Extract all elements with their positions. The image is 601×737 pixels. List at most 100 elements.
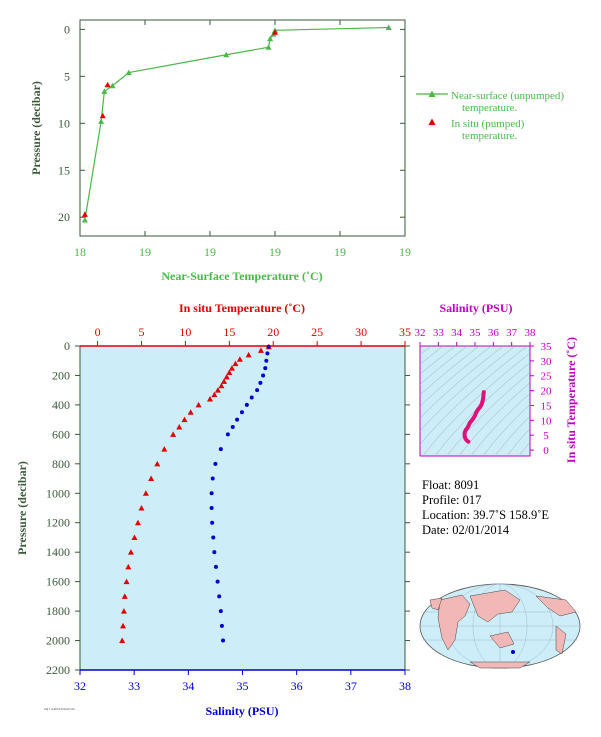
- temperature-point: [176, 424, 183, 430]
- ts-y-tick-label: 35: [541, 341, 553, 353]
- top-plot-frame: [79, 19, 406, 237]
- legend-in-situ-label-2: temperature.: [462, 130, 518, 142]
- in-situ-point: [99, 112, 106, 119]
- profile-left-tick-label: 600: [52, 427, 70, 441]
- top-y-tick-label: 5: [64, 69, 70, 83]
- profile-left-tick-label: 1400: [46, 545, 70, 559]
- salinity-point: [266, 344, 271, 349]
- ts-y-tick-label: 0: [543, 445, 549, 457]
- profile-left-tick-label: 1000: [46, 486, 70, 500]
- salinity-point: [218, 447, 223, 452]
- legend-in-situ-label: In situ (pumped): [451, 118, 525, 130]
- ts-density-contour: [422, 352, 530, 456]
- ts-density-contours: [420, 346, 530, 456]
- ts-density-contour: [482, 403, 530, 456]
- top-x-axis-ticks: 18 19 19 19 19 19: [74, 20, 411, 259]
- ts-series-layer: [462, 390, 486, 444]
- ts-plot-area: [419, 345, 531, 457]
- profile-left-tick-label: 2200: [46, 663, 70, 677]
- salinity-point: [255, 388, 260, 393]
- temperature-point: [123, 578, 130, 585]
- salinity-point: [213, 564, 218, 569]
- salinity-point: [263, 366, 268, 371]
- profile-left-tick-label: 400: [52, 398, 70, 412]
- profile-top-tick-label: 5: [138, 325, 144, 339]
- temperature-point: [120, 622, 127, 629]
- top-x-tick-label: 19: [334, 245, 346, 259]
- temperature-point: [195, 401, 202, 408]
- temperature-point: [211, 391, 218, 398]
- salinity-point: [239, 410, 244, 415]
- top-y-axis-label: Pressure (decibar): [29, 81, 43, 175]
- temperature-point: [119, 637, 126, 644]
- footer-tag: ZQ 7-4-2014 2014-07-04: [44, 707, 75, 711]
- ts-density-contour: [420, 346, 492, 407]
- salinity-point: [210, 476, 215, 481]
- legend-near-surface-label: Near-surface (unpumped): [451, 90, 564, 102]
- profile-top-tick-label: 0: [95, 325, 101, 339]
- ts-x-tick-label: 34: [451, 327, 463, 339]
- salinity-point: [235, 417, 240, 422]
- temperature-point: [142, 490, 149, 496]
- profile-top-axis-ticks: 0 5 10 15 20 25 30 35: [95, 325, 411, 346]
- ts-density-contour: [420, 346, 504, 419]
- ts-density-contour: [494, 415, 530, 456]
- world-map: [419, 583, 581, 669]
- float-location-marker: [511, 650, 515, 654]
- ts-y-tick-label: 10: [541, 415, 553, 427]
- profile-top-tick-label: 30: [355, 325, 367, 339]
- temperature-point: [187, 409, 194, 415]
- temperature-point: [154, 460, 161, 467]
- top-x-axis-label: Near-Surface Temperature (˚C): [161, 269, 322, 283]
- legend-near-surface-label-2: temperature.: [462, 102, 518, 114]
- top-y-tick-label: 10: [58, 116, 70, 130]
- salinity-point: [209, 491, 214, 496]
- profile-left-tick-label: 1600: [46, 575, 70, 589]
- temperature-point: [214, 387, 221, 393]
- ts-density-contour: [420, 346, 528, 446]
- top-series-layer: [81, 24, 392, 223]
- ts-y-tick-label: 15: [541, 400, 553, 412]
- profile-bottom-axis-ticks: 32 33 34 35 36 37 38: [74, 670, 411, 693]
- ts-y-tick-label: 25: [541, 371, 553, 383]
- near-surface-point: [385, 24, 392, 31]
- profile-series-layer: [119, 343, 272, 644]
- ts-density-contour: [420, 346, 516, 432]
- salinity-point: [217, 594, 222, 599]
- salinity-point: [211, 535, 216, 540]
- top-y-tick-label: 15: [58, 163, 70, 177]
- temperature-point: [245, 351, 252, 358]
- temperature-point: [218, 382, 225, 389]
- temperature-point: [221, 378, 228, 384]
- profile-bottom-tick-label: 33: [128, 679, 140, 693]
- near-surface-point: [81, 217, 88, 223]
- salinity-point: [215, 579, 220, 584]
- profile-bottom-tick-label: 35: [237, 679, 249, 693]
- profile-y-axis-label: Pressure (decibar): [15, 461, 29, 555]
- temperature-point: [170, 431, 177, 437]
- in-situ-point: [104, 81, 111, 88]
- ts-density-contour: [506, 428, 530, 456]
- profile-top-tick-label: 10: [179, 325, 191, 339]
- profile-bottom-tick-label: 36: [291, 679, 303, 693]
- top-legend: Near-surface (unpumped) temperature. In …: [416, 90, 564, 142]
- salinity-point: [219, 623, 224, 628]
- ts-x-tick-label: 35: [470, 327, 482, 339]
- salinity-point: [212, 550, 217, 555]
- salinity-point: [230, 425, 235, 429]
- ts-x-tick-label: 37: [506, 327, 518, 339]
- salinity-point: [210, 520, 215, 525]
- profile-top-axis-label: In situ Temperature (˚C): [179, 301, 305, 315]
- profile-top-tick-label: 20: [267, 325, 279, 339]
- salinity-point: [213, 461, 218, 466]
- legend-near-surface-marker: [428, 90, 436, 97]
- near-surface-point: [223, 51, 230, 58]
- ts-density-contour: [518, 441, 530, 456]
- profile-left-tick-label: 2000: [46, 634, 70, 648]
- near-surface-point: [109, 82, 116, 89]
- profile-bottom-tick-label: 32: [74, 679, 86, 693]
- temperature-point: [181, 416, 188, 423]
- salinity-point: [258, 380, 263, 385]
- temperature-point: [226, 369, 233, 376]
